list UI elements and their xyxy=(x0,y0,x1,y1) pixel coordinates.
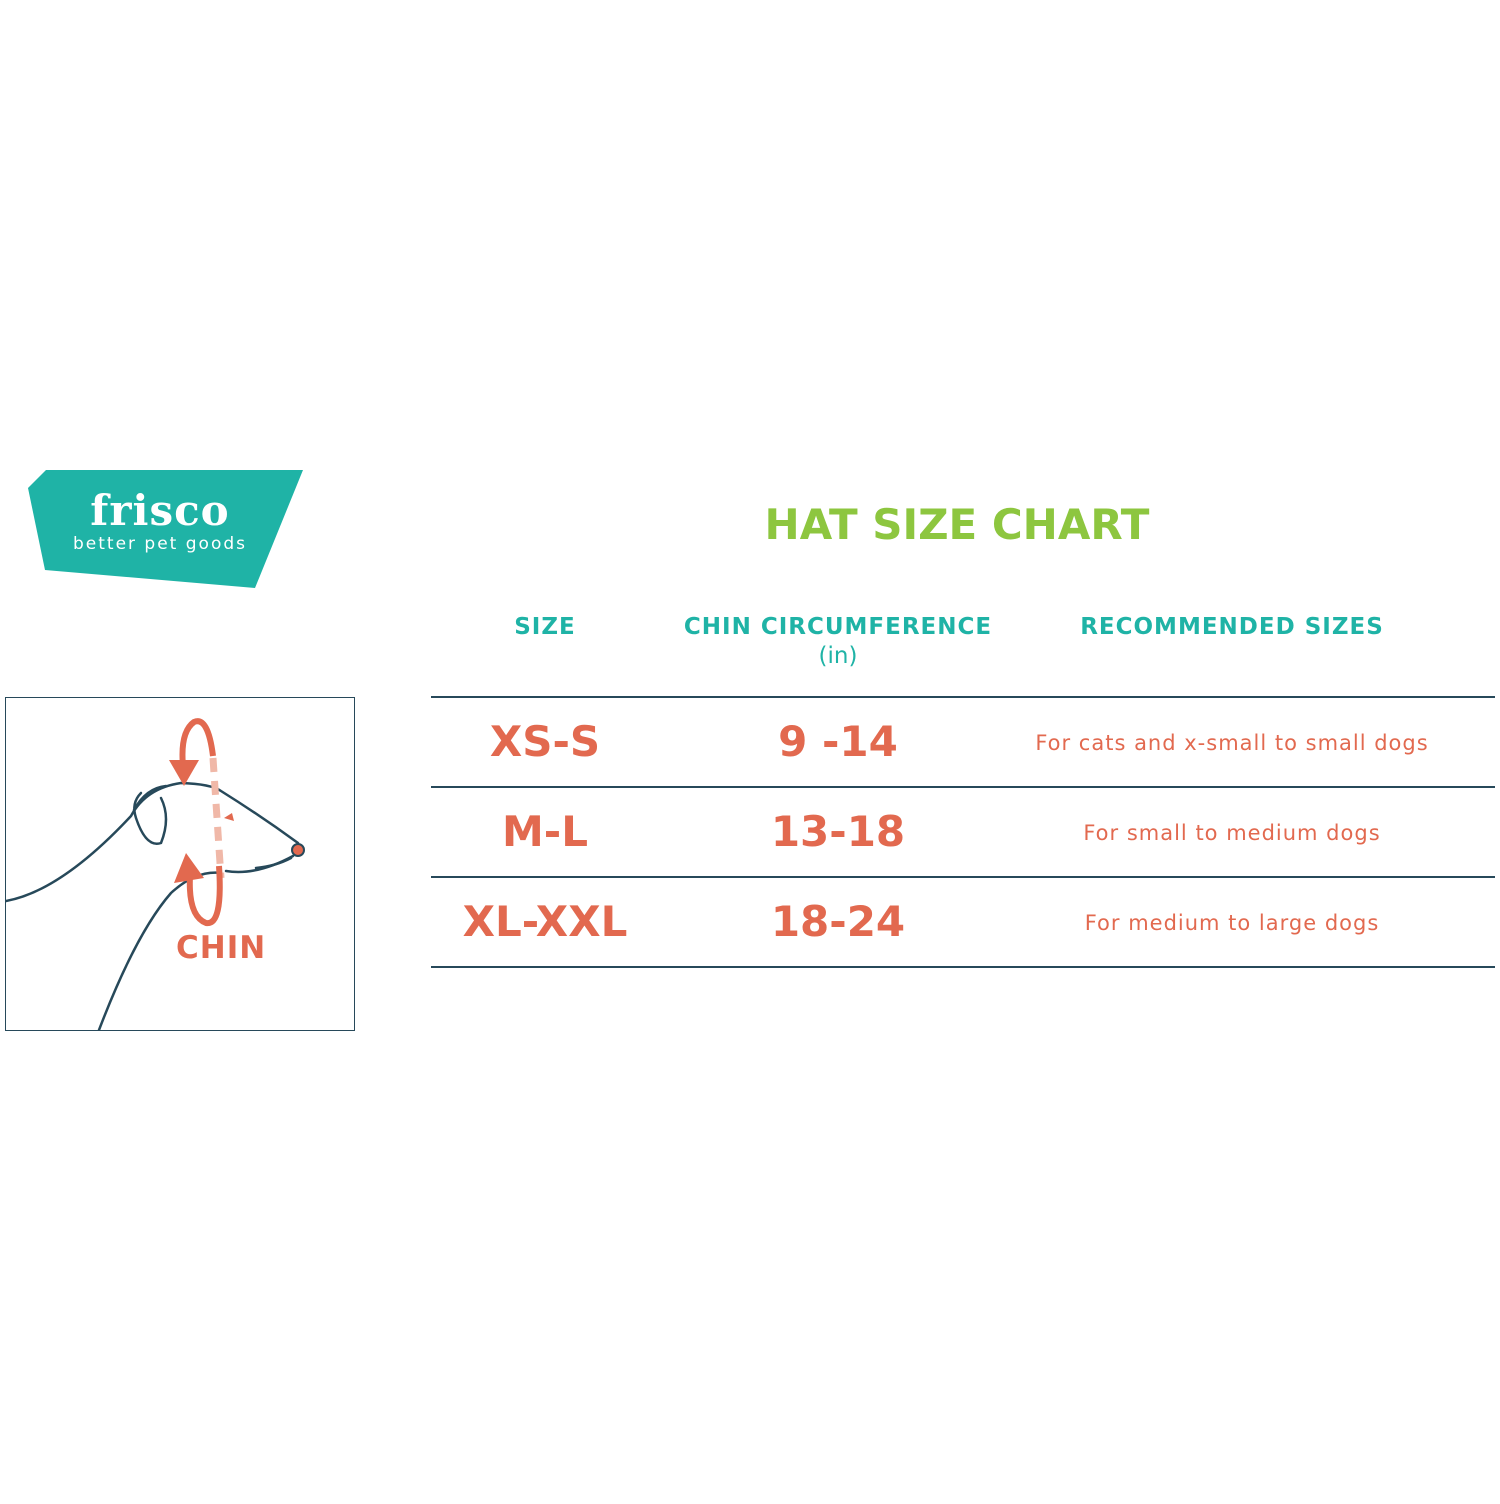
divider xyxy=(431,696,1495,698)
dog-measure-illustration: CHIN xyxy=(5,697,355,1031)
recommended-cell: For small to medium dogs xyxy=(1083,821,1381,845)
chin-label: CHIN xyxy=(176,930,267,966)
size-cell: XS-S xyxy=(489,717,601,766)
chin-cell: 9 -14 xyxy=(778,717,898,766)
dog-head-icon xyxy=(6,718,305,1030)
header-recommended-sizes: RECOMMENDED SIZES xyxy=(1080,614,1384,640)
logo-wordmark: frisco xyxy=(90,486,230,535)
chin-cell: 18-24 xyxy=(770,897,906,946)
divider xyxy=(431,876,1495,878)
logo-tagline: better pet goods xyxy=(73,534,247,554)
recommended-cell: For cats and x-small to small dogs xyxy=(1035,731,1429,755)
size-cell: XL-XXL xyxy=(462,897,628,946)
chin-cell: 13-18 xyxy=(770,807,906,856)
divider xyxy=(431,786,1495,788)
header-chin-circumference: CHIN CIRCUMFERENCE xyxy=(683,614,993,640)
chart-title: HAT SIZE CHART xyxy=(764,500,1150,549)
size-cell: M-L xyxy=(502,807,588,856)
header-chin-unit: (in) xyxy=(818,643,858,669)
recommended-cell: For medium to large dogs xyxy=(1084,911,1380,935)
header-size: SIZE xyxy=(514,614,576,640)
divider xyxy=(431,966,1495,968)
